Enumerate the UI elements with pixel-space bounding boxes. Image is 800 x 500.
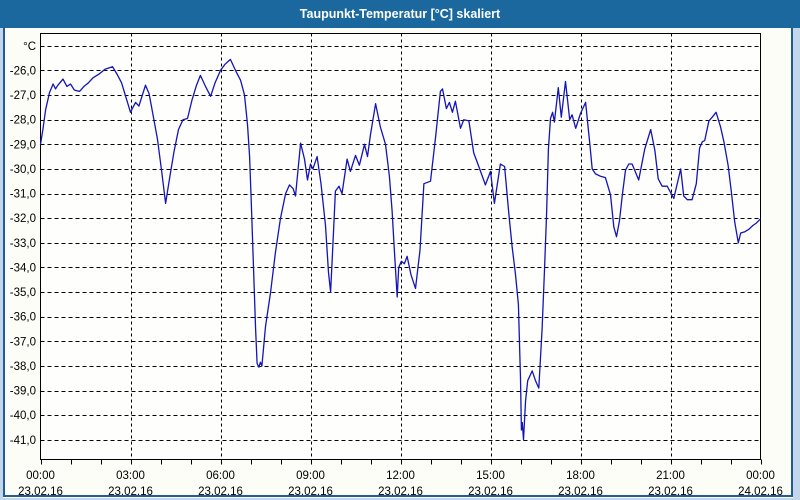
y-tick-label: -34,0 [10,262,36,274]
x-time-label: 12:00 [386,470,415,482]
x-time-label: 18:00 [566,470,595,482]
y-tick-label: -32,0 [10,213,36,225]
series-line [39,58,761,441]
y-tick-label: -38,0 [10,361,36,373]
frame-bottom [0,498,800,500]
y-tick-label: -31,0 [10,189,36,201]
y-tick-label: -33,0 [10,238,36,250]
x-time-label: 15:00 [476,470,505,482]
x-time-label: 21:00 [656,470,685,482]
y-tick-label: -30,0 [10,164,36,176]
plot-border [40,33,761,460]
x-date-label: 23.02.16 [18,486,63,498]
y-tick-label: -27,0 [10,90,36,102]
x-time-label: 09:00 [296,470,325,482]
x-time-label: 06:00 [206,470,235,482]
y-tick-label: -35,0 [10,287,36,299]
window-border [3,28,793,497]
y-tick-label: -29,0 [10,139,36,151]
x-date-label: 23.02.16 [558,486,603,498]
title-bar: Taupunkt-Temperatur [°C] skaliert [0,0,800,28]
frame-left [0,28,3,500]
x-date-label: 23.02.16 [378,486,423,498]
x-date-label: 23.02.16 [198,486,243,498]
y-tick-label: -39,0 [10,386,36,398]
x-date-label: 24.02.16 [738,486,783,498]
y-tick-label: -37,0 [10,336,36,348]
x-time-label: 03:00 [116,470,145,482]
y-tick-label: -26,0 [10,65,36,77]
x-time-label: 00:00 [746,470,775,482]
y-tick-label: -28,0 [10,115,36,127]
x-date-label: 23.02.16 [468,486,513,498]
frame-right [793,28,800,500]
y-tick-label: -40,0 [10,410,36,422]
x-date-label: 23.02.16 [648,486,693,498]
y-tick-label: -41,0 [10,435,36,447]
x-date-label: 23.02.16 [288,486,333,498]
x-time-label: 00:00 [26,470,55,482]
y-axis-unit-label: °C [23,41,36,53]
chart-title: Taupunkt-Temperatur [°C] skaliert [299,7,501,21]
y-tick-label: -36,0 [10,312,36,324]
x-date-label: 23.02.16 [108,486,153,498]
